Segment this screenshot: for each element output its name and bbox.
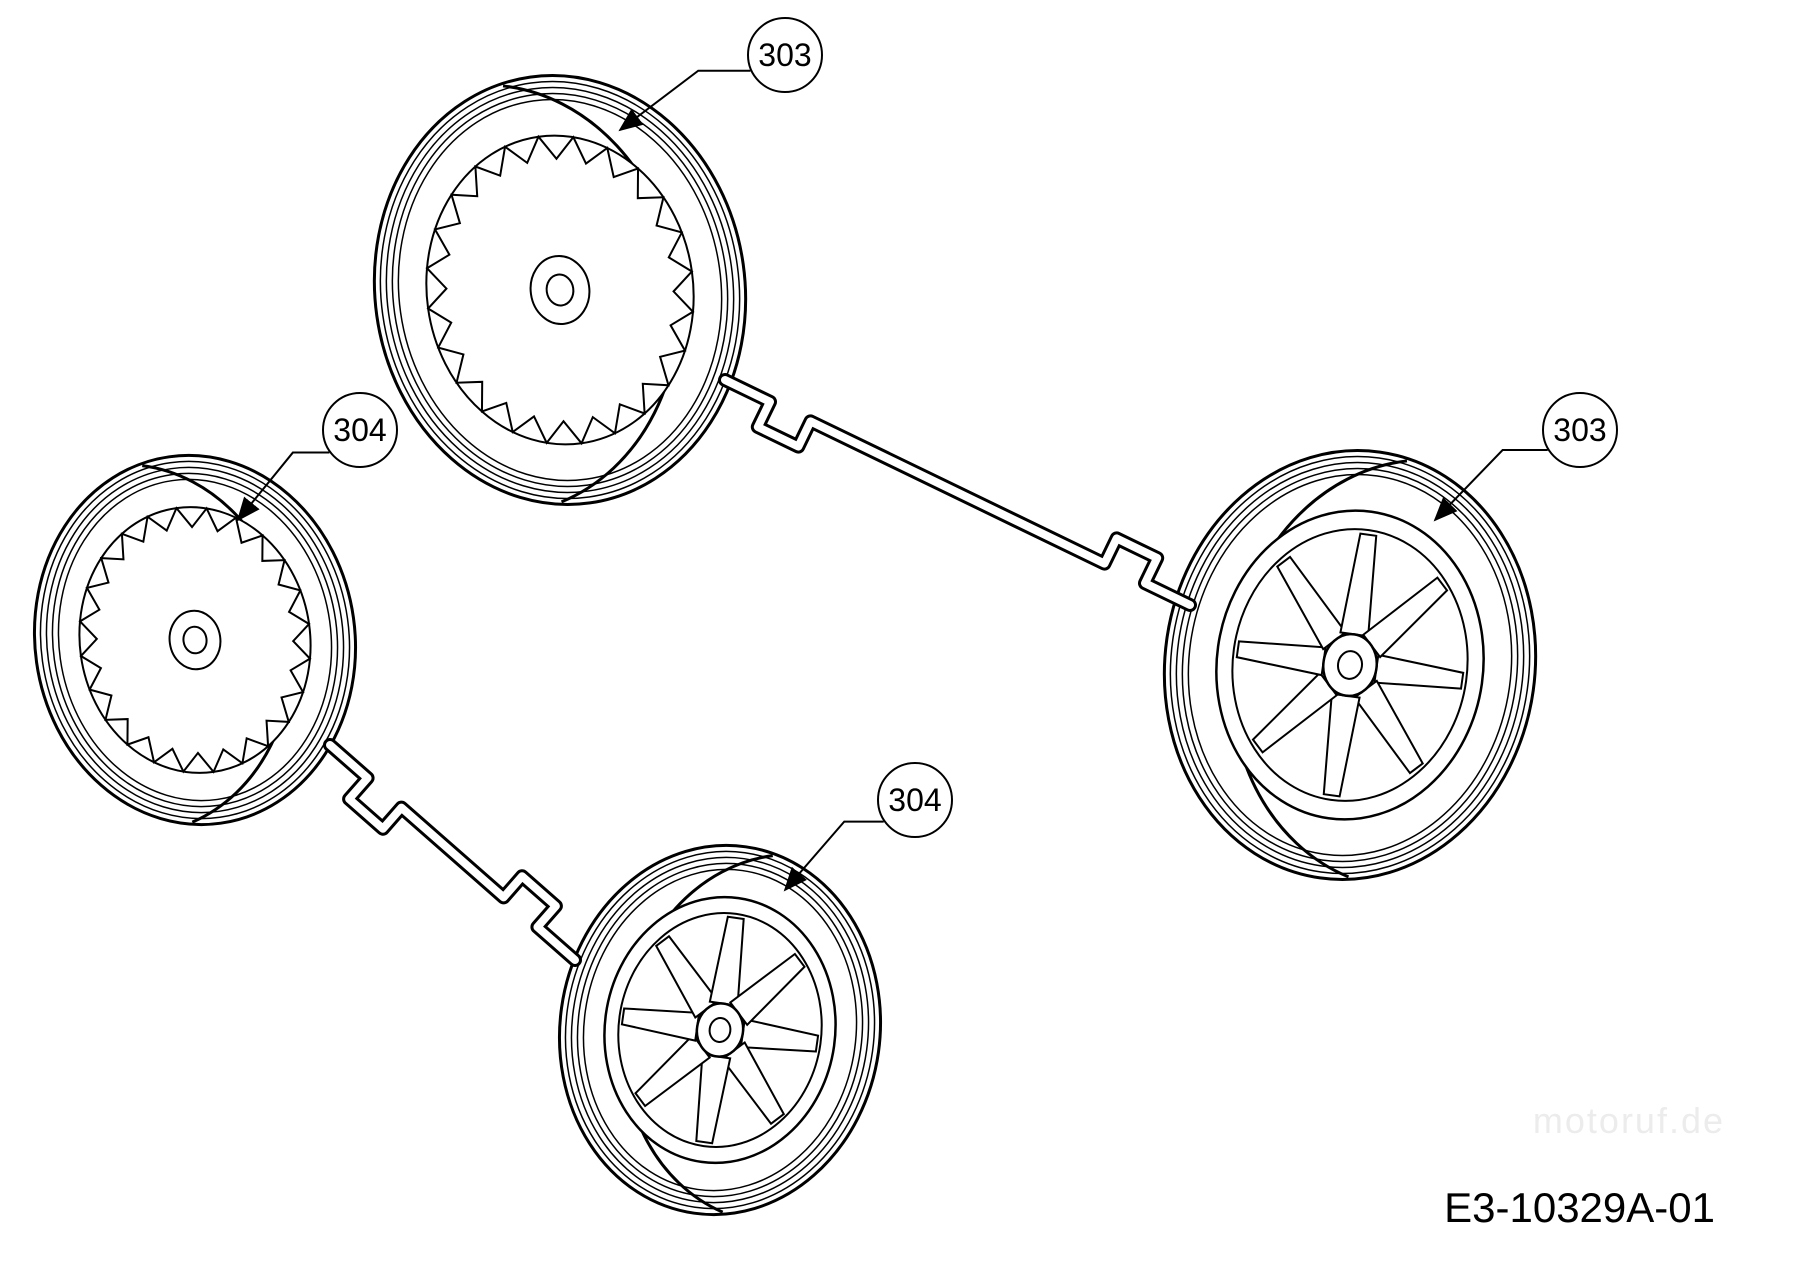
callout-303: 303 [1542, 392, 1618, 468]
callout-303: 303 [747, 17, 823, 93]
drawing-number: E3-10329A-01 [1444, 1184, 1715, 1232]
watermark: motoruf.de [1533, 1100, 1725, 1142]
wheel-rear-top [347, 51, 773, 528]
wheel-front-left [11, 435, 379, 846]
callout-304: 304 [877, 762, 953, 838]
axle-front [330, 745, 575, 960]
callout-leader [1435, 450, 1548, 520]
callout-304: 304 [322, 392, 398, 468]
axle-rear [725, 380, 1190, 605]
wheel-rear-right [1137, 426, 1563, 903]
callout-leader [238, 453, 329, 520]
diagram-svg [0, 0, 1800, 1272]
wheel-front-bottom [536, 825, 904, 1236]
parts-diagram: 303 303 304 304 E3-10329A-01 motoruf.de [0, 0, 1800, 1272]
